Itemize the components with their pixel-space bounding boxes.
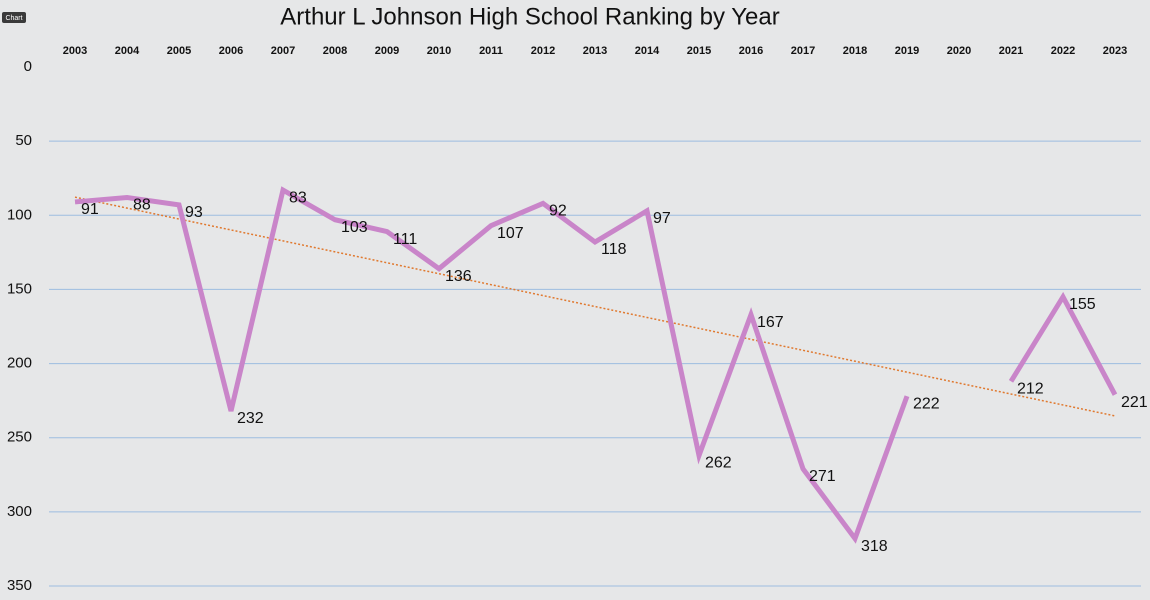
x-tick-label: 2011 <box>479 45 503 57</box>
data-label: 83 <box>289 189 307 206</box>
data-label: 111 <box>393 231 417 248</box>
data-label: 262 <box>705 455 732 472</box>
y-tick-label: 50 <box>15 132 32 149</box>
series-line <box>74 186 1118 544</box>
x-tick-label: 2016 <box>739 45 763 57</box>
x-tick-label: 2018 <box>843 45 867 57</box>
badge-bg <box>2 12 26 23</box>
data-label: 136 <box>445 268 472 285</box>
data-label: 92 <box>549 203 567 220</box>
data-label: 212 <box>1017 381 1044 398</box>
trendline <box>74 196 1116 417</box>
data-label: 318 <box>861 538 888 555</box>
x-tick-label: 2006 <box>219 45 243 57</box>
data-label: 167 <box>757 314 784 331</box>
x-tick-label: 2021 <box>999 45 1023 57</box>
data-label: 88 <box>133 197 151 214</box>
y-tick-label: 200 <box>7 355 32 372</box>
data-label: 155 <box>1069 296 1096 313</box>
y-tick-label: 300 <box>7 503 32 520</box>
x-tick-label: 2020 <box>947 45 971 57</box>
x-tick-label: 2013 <box>583 45 607 57</box>
chart-title: Arthur L Johnson High School Ranking by … <box>280 3 779 30</box>
data-label: 91 <box>81 201 99 218</box>
y-tick-label: 0 <box>24 58 32 75</box>
y-tick-label: 350 <box>7 577 32 594</box>
data-label: 232 <box>237 410 264 427</box>
x-tick-label: 2004 <box>115 45 140 57</box>
data-label: 222 <box>913 395 940 412</box>
x-tick-label: 2003 <box>63 45 87 57</box>
x-tick-label: 2009 <box>375 45 399 57</box>
x-tick-label: 2007 <box>271 45 295 57</box>
x-tick-label: 2015 <box>687 45 711 57</box>
x-tick-label: 2022 <box>1051 45 1075 57</box>
y-tick-label: 150 <box>7 280 32 297</box>
x-tick-label: 2010 <box>427 45 451 57</box>
x-tick-label: 2023 <box>1103 45 1127 57</box>
data-label: 221 <box>1121 394 1148 411</box>
x-tick-label: 2014 <box>635 45 660 57</box>
badge: Chart <box>5 15 22 22</box>
x-tick-label: 2019 <box>895 45 919 57</box>
x-tick-label: 2012 <box>531 45 555 57</box>
x-tick-label: 2017 <box>791 45 815 57</box>
x-tick-label: 2008 <box>323 45 347 57</box>
data-label: 118 <box>601 241 627 258</box>
data-label: 103 <box>341 219 368 236</box>
data-label: 93 <box>185 204 203 221</box>
data-label: 271 <box>809 468 836 485</box>
x-tick-label: 2005 <box>167 45 191 57</box>
y-tick-label: 100 <box>7 206 32 223</box>
data-label: 97 <box>653 210 671 227</box>
y-tick-label: 250 <box>7 429 32 446</box>
data-label: 107 <box>497 225 524 242</box>
